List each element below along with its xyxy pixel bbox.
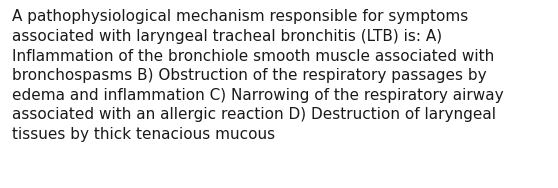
Text: A pathophysiological mechanism responsible for symptoms
associated with laryngea: A pathophysiological mechanism responsib… xyxy=(12,9,504,142)
